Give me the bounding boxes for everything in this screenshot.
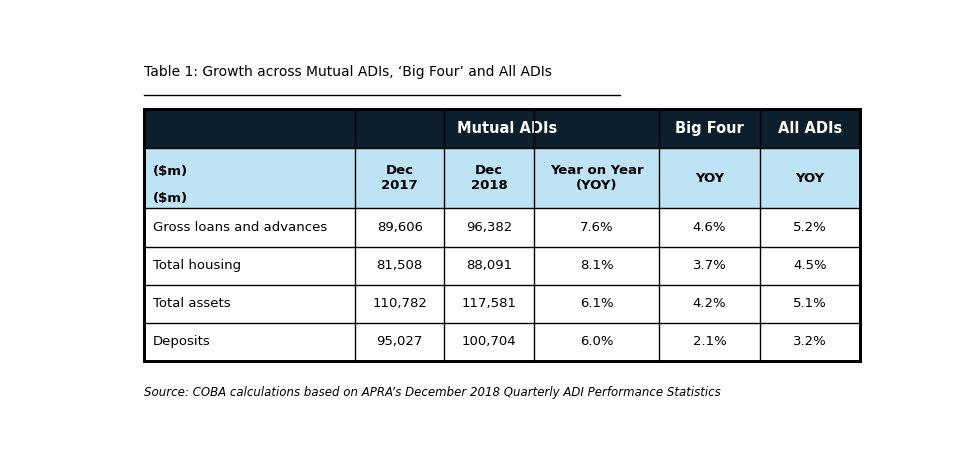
Bar <box>355 247 444 285</box>
Text: 96,382: 96,382 <box>466 221 512 234</box>
Text: Year on Year
(YOY): Year on Year (YOY) <box>550 164 644 192</box>
Text: Table 1: Growth across Mutual ADIs, ‘Big Four’ and All ADIs: Table 1: Growth across Mutual ADIs, ‘Big… <box>143 65 552 80</box>
Bar <box>355 148 444 208</box>
Text: 3.2%: 3.2% <box>793 335 827 348</box>
Text: Deposits: Deposits <box>153 335 210 348</box>
Text: 4.5%: 4.5% <box>793 259 827 272</box>
Bar <box>444 285 534 323</box>
Text: 7.6%: 7.6% <box>580 221 614 234</box>
Text: Total housing: Total housing <box>153 259 241 272</box>
Bar <box>143 323 355 361</box>
Text: 4.2%: 4.2% <box>693 298 726 310</box>
Bar <box>355 208 444 247</box>
Bar <box>760 208 860 247</box>
Text: 110,782: 110,782 <box>373 298 427 310</box>
Text: 6.0%: 6.0% <box>580 335 614 348</box>
Text: 5.2%: 5.2% <box>793 221 827 234</box>
Bar <box>534 208 659 247</box>
Text: YOY: YOY <box>695 171 724 185</box>
Bar <box>143 148 355 208</box>
Bar <box>444 208 534 247</box>
Text: YOY: YOY <box>795 171 825 185</box>
Text: 89,606: 89,606 <box>377 221 423 234</box>
Bar <box>659 208 760 247</box>
Bar <box>355 285 444 323</box>
Bar <box>143 109 355 148</box>
Bar <box>760 247 860 285</box>
Text: 100,704: 100,704 <box>462 335 517 348</box>
Text: 3.7%: 3.7% <box>693 259 726 272</box>
Bar <box>444 323 534 361</box>
Bar <box>659 285 760 323</box>
Bar <box>143 208 355 247</box>
Bar <box>659 109 760 148</box>
Bar <box>143 247 355 285</box>
Bar <box>534 148 659 208</box>
Text: Source: COBA calculations based on APRA’s December 2018 Quarterly ADI Performanc: Source: COBA calculations based on APRA’… <box>143 386 720 399</box>
Bar <box>143 285 355 323</box>
Text: Gross loans and advances: Gross loans and advances <box>153 221 327 234</box>
Bar <box>534 247 659 285</box>
Text: 117,581: 117,581 <box>462 298 517 310</box>
Bar <box>143 109 860 361</box>
Text: Dec
2017: Dec 2017 <box>381 164 418 192</box>
Text: 95,027: 95,027 <box>377 335 423 348</box>
Bar <box>760 109 860 148</box>
Text: ($m): ($m) <box>153 192 188 205</box>
Bar <box>760 323 860 361</box>
Text: 81,508: 81,508 <box>377 259 423 272</box>
Text: Dec
2018: Dec 2018 <box>470 164 507 192</box>
Text: 88,091: 88,091 <box>467 259 512 272</box>
Bar <box>444 247 534 285</box>
Text: All ADIs: All ADIs <box>777 121 842 136</box>
Text: 8.1%: 8.1% <box>580 259 614 272</box>
Bar <box>760 148 860 208</box>
Bar <box>534 285 659 323</box>
Text: 2.1%: 2.1% <box>693 335 726 348</box>
Bar <box>534 323 659 361</box>
Bar <box>355 109 659 148</box>
Text: 6.1%: 6.1% <box>580 298 614 310</box>
Text: Total assets: Total assets <box>153 298 230 310</box>
Bar <box>444 148 534 208</box>
Bar <box>355 323 444 361</box>
Text: Mutual ADIs: Mutual ADIs <box>457 121 558 136</box>
Text: 5.1%: 5.1% <box>793 298 827 310</box>
Bar <box>659 323 760 361</box>
Bar <box>659 148 760 208</box>
Text: ($m): ($m) <box>153 165 188 178</box>
Bar <box>760 285 860 323</box>
Text: Big Four: Big Four <box>675 121 743 136</box>
Text: 4.6%: 4.6% <box>693 221 726 234</box>
Bar <box>659 247 760 285</box>
